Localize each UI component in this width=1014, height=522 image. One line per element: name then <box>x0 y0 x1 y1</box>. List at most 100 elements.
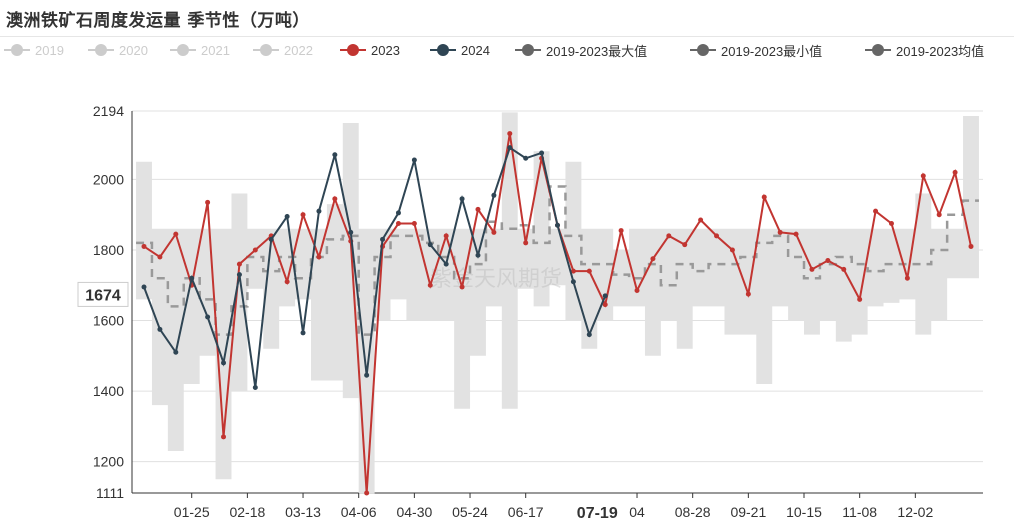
data-point-2024 <box>459 196 465 202</box>
data-point-2023 <box>825 258 831 264</box>
data-point-2023 <box>300 212 306 218</box>
x-tick-label: 10-15 <box>786 504 822 520</box>
data-point-2024 <box>507 145 513 151</box>
x-tick-label: 04-06 <box>341 504 377 520</box>
data-point-2023 <box>729 247 735 253</box>
data-point-2023 <box>427 282 433 288</box>
max-min-range-area <box>136 112 979 494</box>
data-point-2023 <box>221 434 227 440</box>
legend-item-3[interactable]: 2022 <box>253 40 313 60</box>
legend-item-6[interactable]: 2019-2023最大值 <box>515 40 647 60</box>
data-point-2023 <box>443 233 449 239</box>
data-point-2024 <box>189 275 195 281</box>
legend-marker-icon <box>865 43 891 57</box>
data-point-2023 <box>491 229 497 235</box>
data-point-2024 <box>523 155 529 161</box>
data-point-2023 <box>714 233 720 239</box>
legend-marker-icon <box>690 43 716 57</box>
data-point-2023 <box>650 256 656 262</box>
data-point-2023 <box>523 240 529 246</box>
data-point-2023 <box>698 217 704 223</box>
data-point-2024 <box>491 192 497 198</box>
data-point-2024 <box>539 150 545 156</box>
legend-label: 2019-2023最小值 <box>721 43 823 59</box>
data-point-2024 <box>348 229 354 235</box>
legend-item-5[interactable]: 2024 <box>430 40 490 60</box>
data-point-2024 <box>141 284 147 290</box>
y-tick-label: 1400 <box>93 383 124 399</box>
data-point-2024 <box>364 372 370 378</box>
x-tick-label: 12-02 <box>897 504 933 520</box>
legend-marker-icon <box>88 43 114 57</box>
x-tick-label: 02-18 <box>229 504 265 520</box>
data-point-2023 <box>841 266 847 272</box>
data-point-2024 <box>205 314 211 320</box>
legend-label: 2019-2023均值 <box>896 43 985 59</box>
data-point-2023 <box>634 288 640 294</box>
legend-marker-icon <box>430 43 456 57</box>
data-point-2023 <box>141 243 147 249</box>
data-point-2024 <box>268 236 274 242</box>
legend-label: 2019-2023最大值 <box>546 43 648 59</box>
data-point-2024 <box>602 293 608 299</box>
legend-item-8[interactable]: 2019-2023均值 <box>865 40 984 60</box>
data-point-2023 <box>475 206 481 212</box>
data-point-2024 <box>570 279 576 285</box>
y-pointer-box <box>77 281 129 307</box>
legend-item-7[interactable]: 2019-2023最小值 <box>690 40 822 60</box>
data-point-2023 <box>332 196 338 202</box>
data-point-2024 <box>411 157 417 163</box>
legend-item-0[interactable]: 2019 <box>4 40 64 60</box>
data-point-2024 <box>284 213 290 219</box>
legend-label: 2021 <box>201 42 230 58</box>
data-point-2023 <box>666 233 672 239</box>
data-point-2023 <box>157 254 163 260</box>
data-point-2024 <box>395 210 401 216</box>
data-point-2024 <box>555 222 560 228</box>
data-point-2024 <box>221 360 227 366</box>
data-point-2023 <box>252 247 258 253</box>
data-point-2024 <box>316 208 322 214</box>
data-point-2023 <box>602 302 608 308</box>
data-point-2023 <box>888 221 894 227</box>
x-tick-label: 11-08 <box>842 504 877 520</box>
data-point-2024 <box>157 326 163 332</box>
data-point-2024 <box>173 349 179 355</box>
legend-marker-icon <box>170 43 196 57</box>
x-pointer-label: 07-19 <box>577 505 618 522</box>
legend-marker-icon <box>515 43 541 57</box>
x-tick-label: 03-13 <box>285 504 321 520</box>
data-point-2023 <box>936 212 942 218</box>
data-point-2023 <box>809 266 815 272</box>
data-point-2023 <box>205 199 211 205</box>
data-point-2023 <box>618 228 624 234</box>
data-point-2024 <box>443 261 449 267</box>
data-point-2023 <box>904 275 910 281</box>
legend-label: 2019 <box>35 42 64 58</box>
data-point-2023 <box>745 291 751 297</box>
data-point-2023 <box>968 243 974 249</box>
data-point-2023 <box>793 231 799 237</box>
data-point-2024 <box>236 272 242 278</box>
legend-item-2[interactable]: 2021 <box>170 40 230 60</box>
legend-label: 2022 <box>284 42 313 58</box>
data-point-2023 <box>857 296 863 302</box>
legend-marker-icon <box>4 43 30 57</box>
y-tick-label: 1600 <box>93 313 124 329</box>
series-line-2024 <box>143 146 607 388</box>
y-pointer-label: 1674 <box>85 287 121 304</box>
chart-title: 澳洲铁矿石周度发运量 季节性（万吨） <box>6 11 310 31</box>
data-point-2023 <box>586 268 592 274</box>
data-point-2023 <box>873 208 879 214</box>
data-point-2023 <box>236 261 242 267</box>
x-tick-label: 09-21 <box>730 504 766 520</box>
legend-item-1[interactable]: 2020 <box>88 40 148 60</box>
title-divider <box>0 36 1014 37</box>
legend-label: 2023 <box>371 42 400 58</box>
legend-item-4[interactable]: 2023 <box>340 40 400 60</box>
data-point-2024 <box>586 332 592 338</box>
data-point-2023 <box>316 254 322 260</box>
data-point-2023 <box>777 229 783 235</box>
data-point-2023 <box>284 279 290 285</box>
legend-label: 2024 <box>461 42 490 58</box>
